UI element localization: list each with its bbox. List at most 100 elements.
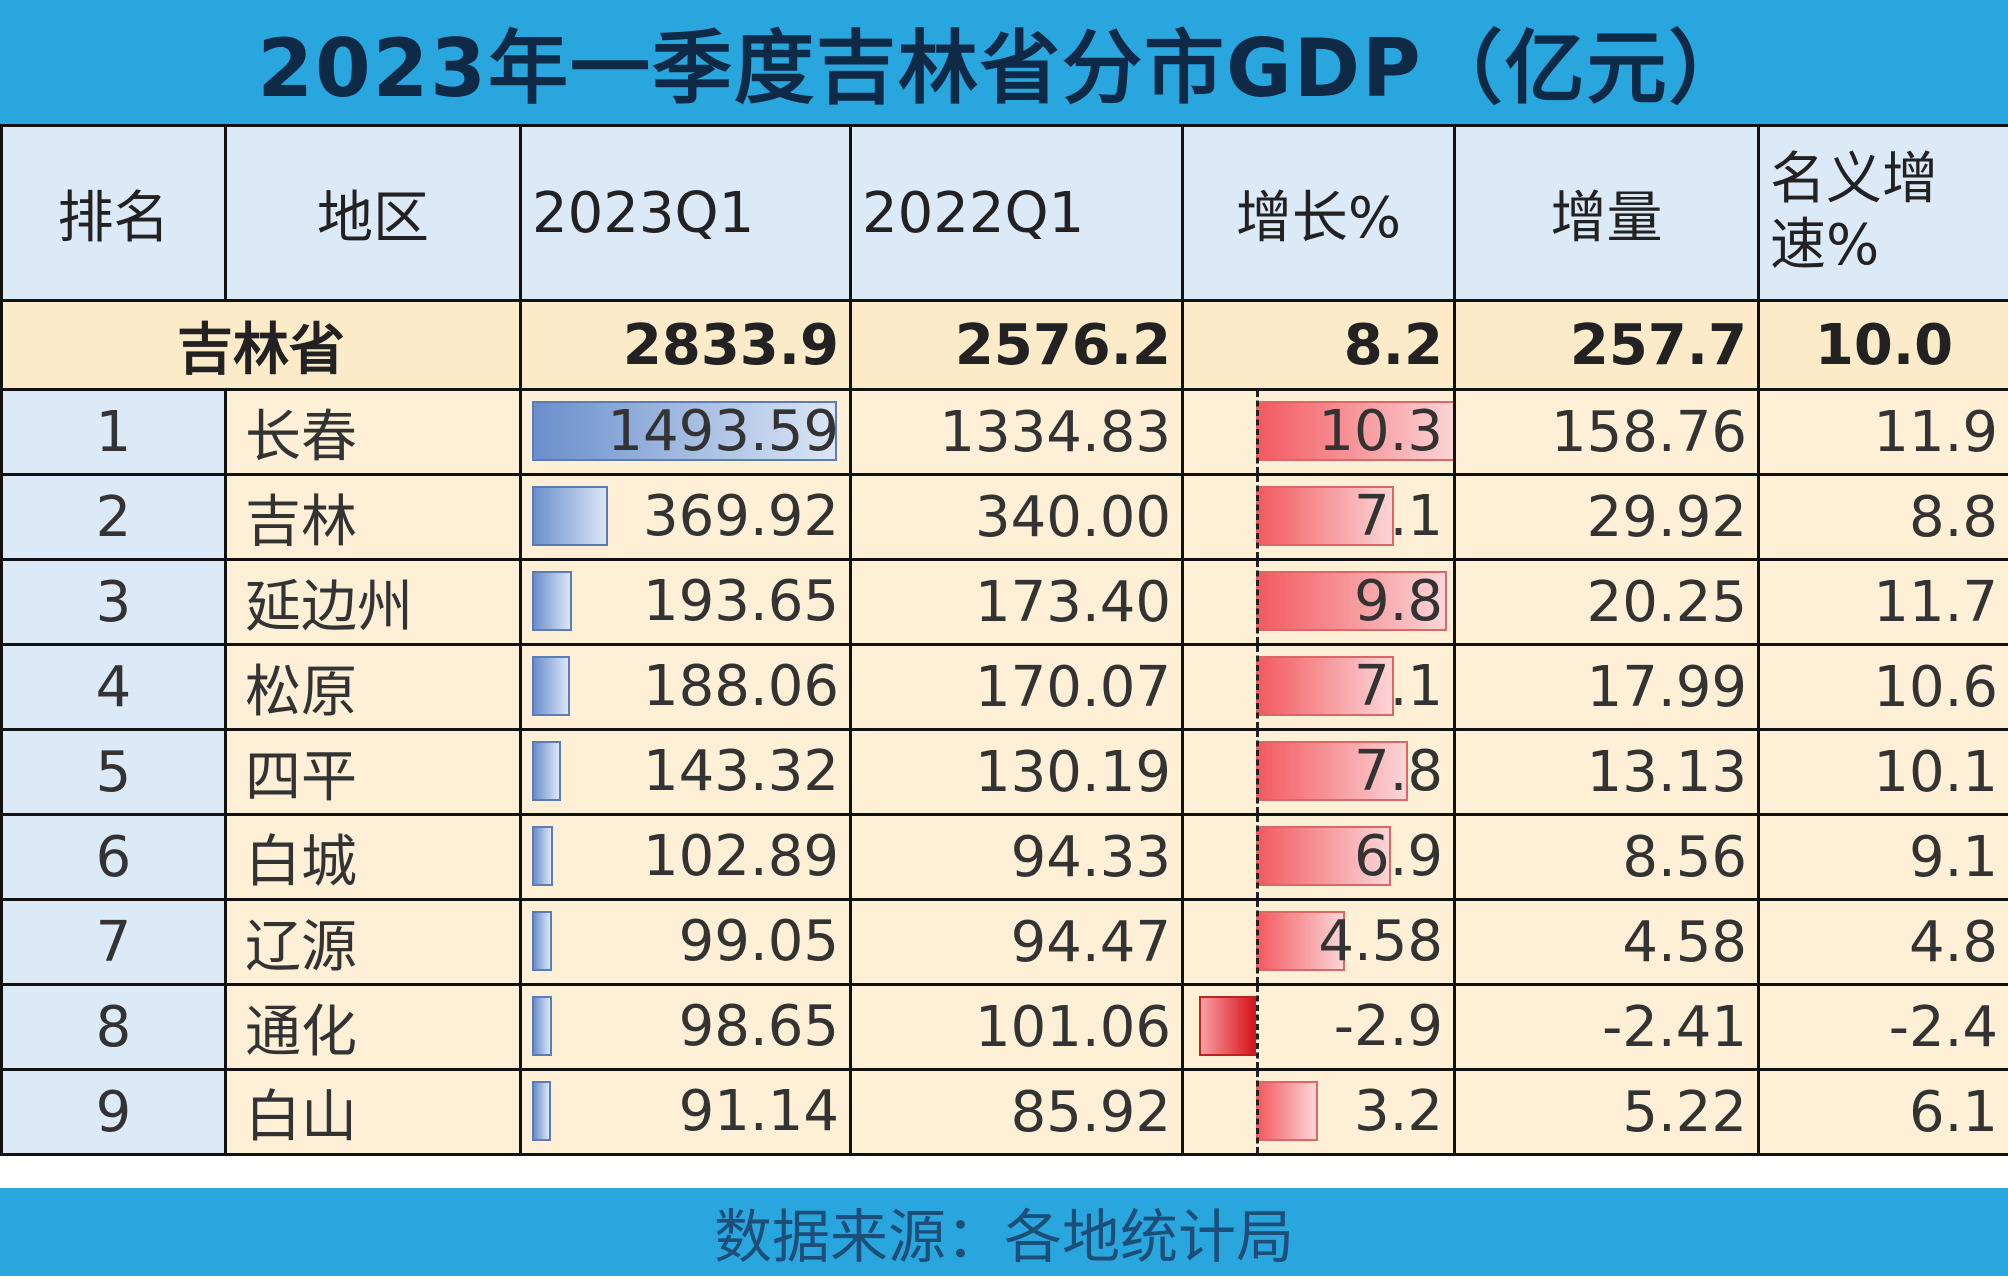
gdp-bar — [532, 911, 553, 971]
q2023-value: 102.89 — [643, 824, 839, 889]
rank-cell: 5 — [0, 728, 227, 816]
growth-bar — [1256, 571, 1448, 631]
growth-cell: 7.1 — [1181, 643, 1456, 731]
gdp-bar — [532, 741, 562, 801]
q2022-cell: 170.07 — [849, 643, 1184, 731]
q2023-cell: 193.65 — [519, 558, 852, 646]
zero-axis — [1256, 902, 1259, 982]
rank-cell: 7 — [0, 898, 227, 986]
increase-cell: 17.99 — [1453, 643, 1760, 731]
zero-axis — [1256, 562, 1259, 642]
table-row: 6 白城 102.89 94.33 6.9 8.56 9.1 — [0, 813, 2008, 901]
header-2022q1: 2022Q1 — [849, 124, 1184, 302]
q2023-value: 193.65 — [643, 569, 839, 634]
q2023-cell: 1493.59 — [519, 388, 852, 476]
q2023-cell: 143.32 — [519, 728, 852, 816]
q2023-value: 98.65 — [678, 994, 839, 1059]
table-row: 2 吉林 369.92 340.00 7.1 29.92 8.8 — [0, 473, 2008, 561]
region-cell: 吉林 — [224, 473, 522, 561]
nominal-cell: 10.1 — [1757, 728, 2008, 816]
growth-value: 9.8 — [1353, 569, 1443, 634]
gdp-bar — [532, 401, 837, 461]
growth-cell: 7.1 — [1181, 473, 1456, 561]
q2022-cell: 94.47 — [849, 898, 1184, 986]
q2023-cell: 91.14 — [519, 1068, 852, 1156]
header-region: 地区 — [224, 124, 522, 302]
source-footer: 数据来源：各地统计局 — [0, 1188, 2008, 1276]
growth-bar — [1256, 401, 1452, 461]
zero-axis — [1256, 1072, 1259, 1152]
zero-axis — [1256, 477, 1259, 557]
nominal-cell: 11.7 — [1757, 558, 2008, 646]
region-cell: 长春 — [224, 388, 522, 476]
q2022-cell: 130.19 — [849, 728, 1184, 816]
rank-cell: 8 — [0, 983, 227, 1071]
increase-cell: 8.56 — [1453, 813, 1760, 901]
nominal-cell: 11.9 — [1757, 388, 2008, 476]
region-cell: 白城 — [224, 813, 522, 901]
growth-bar — [1256, 826, 1391, 886]
q2022-cell: 340.00 — [849, 473, 1184, 561]
q2023-cell: 369.92 — [519, 473, 852, 561]
growth-cell: 3.2 — [1181, 1068, 1456, 1156]
q2023-cell: 102.89 — [519, 813, 852, 901]
region-cell: 松原 — [224, 643, 522, 731]
growth-cell: -2.9 — [1181, 983, 1456, 1071]
growth-bar — [1256, 911, 1346, 971]
region-cell: 辽源 — [224, 898, 522, 986]
header-2023q1: 2023Q1 — [519, 124, 852, 302]
growth-cell: 6.9 — [1181, 813, 1456, 901]
total-2022q1: 2576.2 — [849, 299, 1184, 391]
table-row: 7 辽源 99.05 94.47 4.58 4.58 4.8 — [0, 898, 2008, 986]
q2023-cell: 98.65 — [519, 983, 852, 1071]
region-cell: 延边州 — [224, 558, 522, 646]
increase-cell: 29.92 — [1453, 473, 1760, 561]
growth-bar — [1256, 656, 1395, 716]
growth-value: 4.58 — [1318, 909, 1443, 974]
table-row: 4 松原 188.06 170.07 7.1 17.99 10.6 — [0, 643, 2008, 731]
header-row: 排名 地区 2023Q1 2022Q1 增长% 增量 名义增速% — [0, 124, 2008, 302]
region-cell: 四平 — [224, 728, 522, 816]
q2023-value: 188.06 — [643, 654, 839, 719]
q2023-cell: 188.06 — [519, 643, 852, 731]
page-title: 2023年一季度吉林省分市GDP（亿元） — [0, 0, 2008, 124]
q2022-cell: 173.40 — [849, 558, 1184, 646]
gdp-bar — [532, 996, 553, 1056]
zero-axis — [1256, 817, 1259, 897]
growth-value: 7.1 — [1353, 654, 1443, 719]
nominal-cell: 8.8 — [1757, 473, 2008, 561]
q2022-cell: 94.33 — [849, 813, 1184, 901]
zero-axis — [1256, 647, 1259, 727]
gdp-table: 排名 地区 2023Q1 2022Q1 增长% 增量 名义增速% 吉林省 283… — [0, 124, 2008, 1156]
rank-cell: 2 — [0, 473, 227, 561]
q2023-value: 99.05 — [678, 909, 839, 974]
increase-cell: 20.25 — [1453, 558, 1760, 646]
growth-cell: 9.8 — [1181, 558, 1456, 646]
total-region: 吉林省 — [0, 299, 522, 391]
nominal-cell: 4.8 — [1757, 898, 2008, 986]
region-cell: 白山 — [224, 1068, 522, 1156]
region-cell: 通化 — [224, 983, 522, 1071]
q2022-cell: 1334.83 — [849, 388, 1184, 476]
q2023-cell: 99.05 — [519, 898, 852, 986]
zero-axis — [1256, 732, 1259, 812]
nominal-cell: 10.6 — [1757, 643, 2008, 731]
growth-cell: 7.8 — [1181, 728, 1456, 816]
table-row: 9 白山 91.14 85.92 3.2 5.22 6.1 — [0, 1068, 2008, 1156]
growth-value: 7.1 — [1353, 484, 1443, 549]
table-row: 5 四平 143.32 130.19 7.8 13.13 10.1 — [0, 728, 2008, 816]
increase-cell: 4.58 — [1453, 898, 1760, 986]
total-growth: 8.2 — [1181, 299, 1456, 391]
header-nominal: 名义增速% — [1757, 124, 2008, 302]
q2023-value: 91.14 — [678, 1079, 839, 1144]
increase-cell: 5.22 — [1453, 1068, 1760, 1156]
growth-bar — [1256, 1081, 1319, 1141]
gdp-bar — [532, 656, 571, 716]
rank-cell: 6 — [0, 813, 227, 901]
total-nominal: 10.0 — [1757, 299, 2008, 391]
total-2023q1: 2833.9 — [519, 299, 852, 391]
increase-cell: 13.13 — [1453, 728, 1760, 816]
gdp-bar — [532, 826, 553, 886]
gdp-bar — [532, 486, 608, 546]
nominal-cell: 6.1 — [1757, 1068, 2008, 1156]
